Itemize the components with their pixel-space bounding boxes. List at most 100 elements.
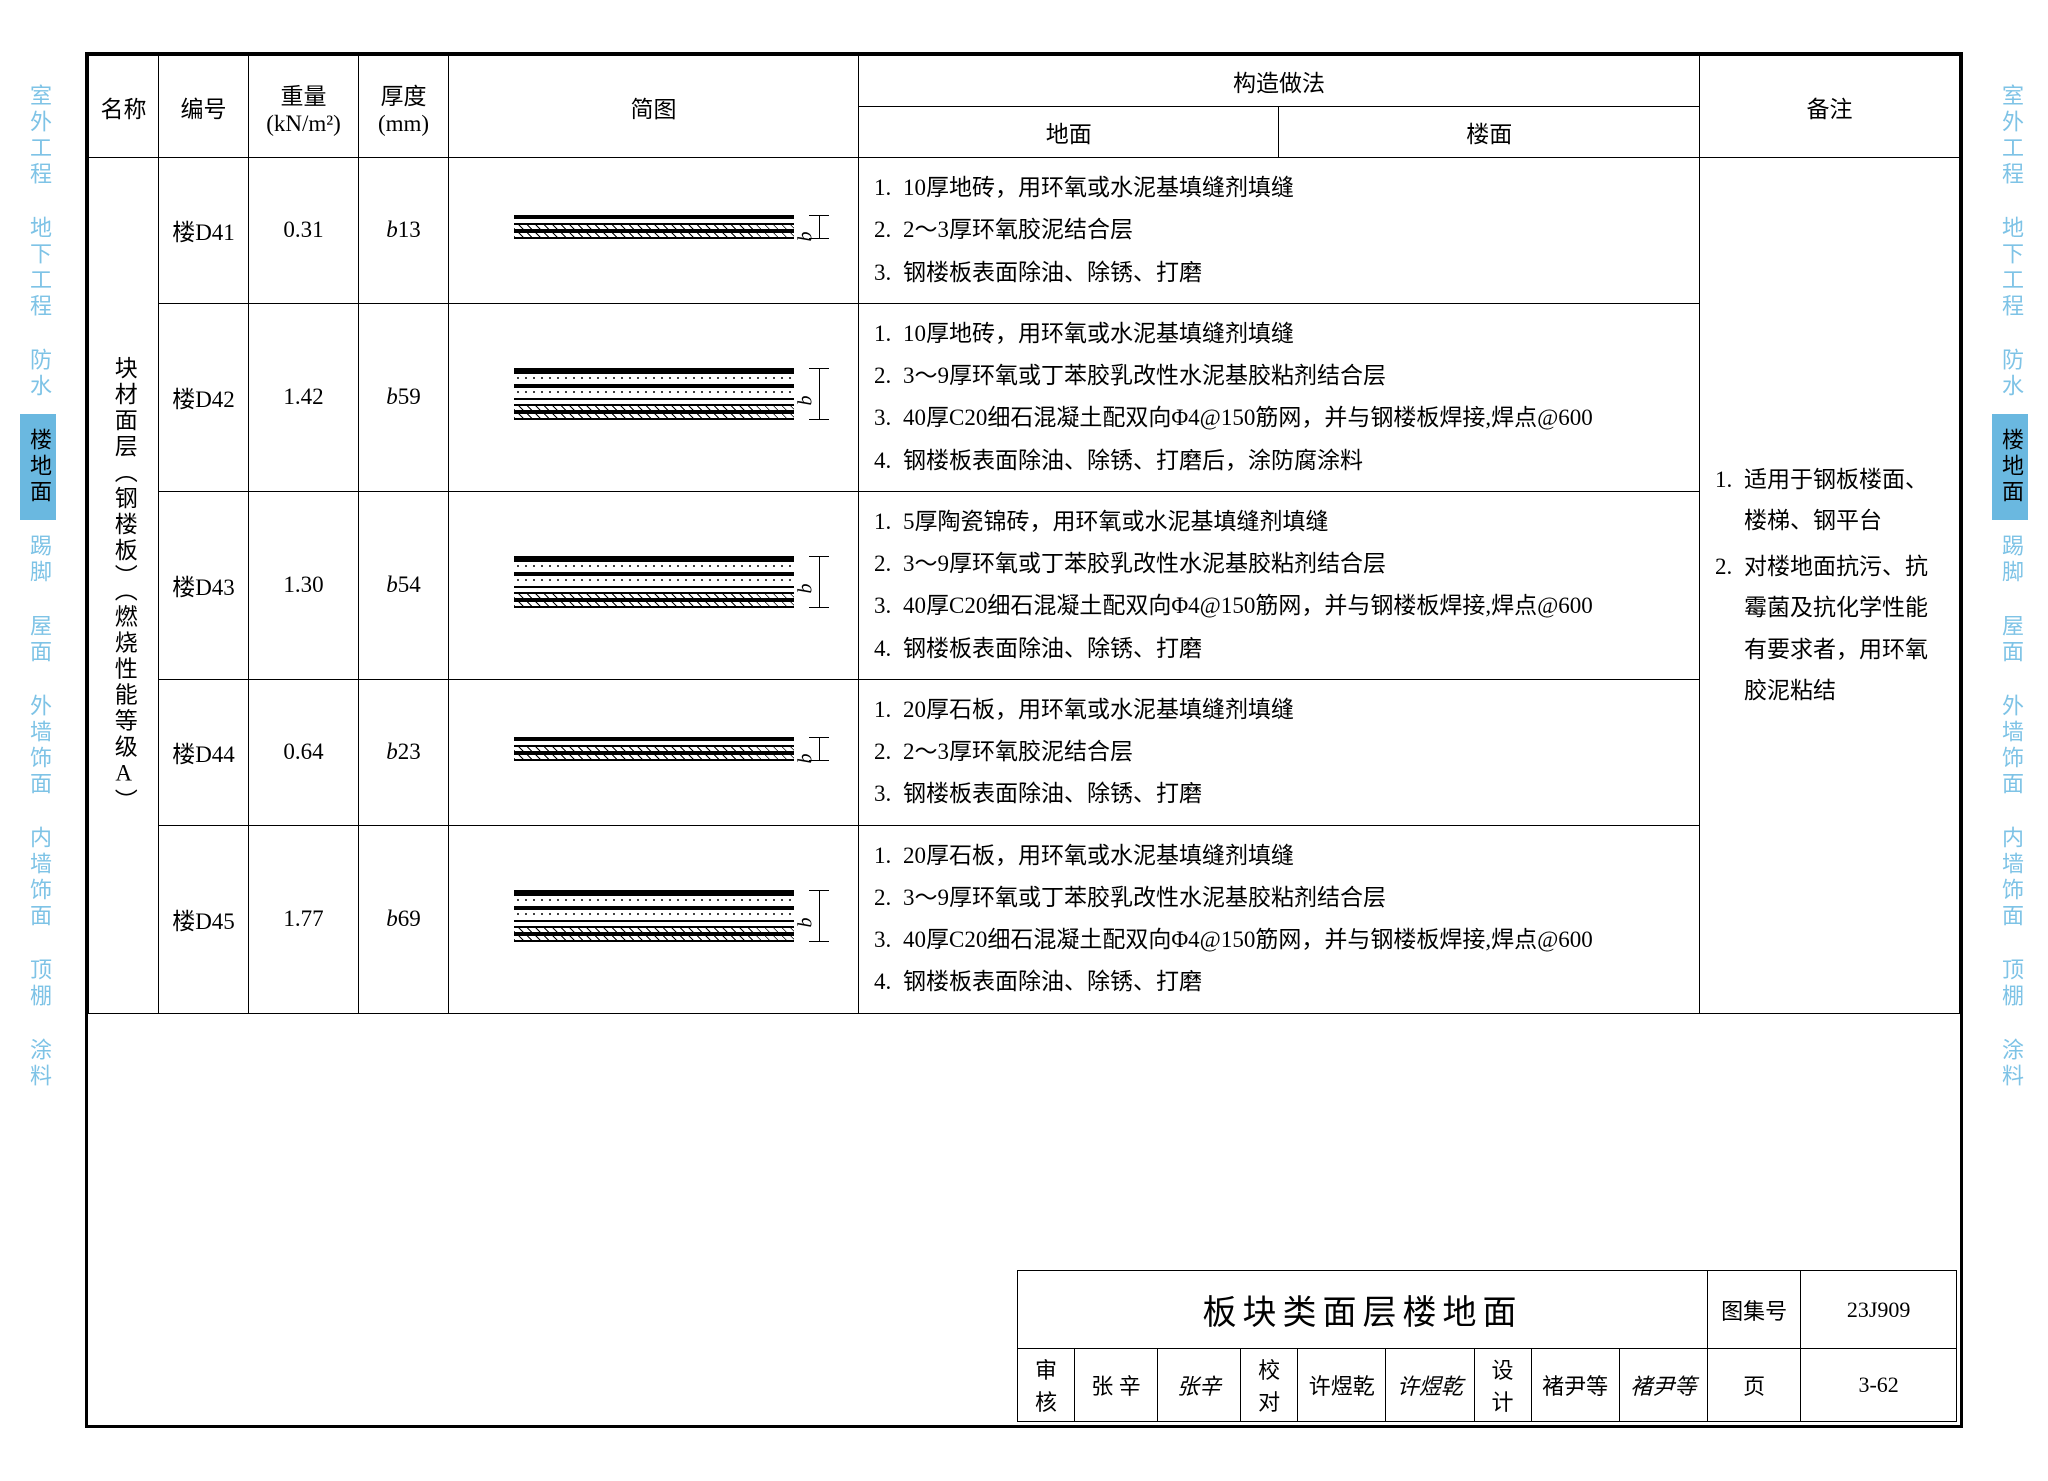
section-diagram-icon: b: [514, 368, 794, 420]
header-construction: 构造做法: [859, 56, 1700, 107]
row-code: 楼D44: [159, 679, 249, 825]
header-thickness-label: 厚度: [381, 84, 427, 109]
row-weight: 1.30: [249, 491, 359, 679]
row-diagram: b: [449, 491, 859, 679]
method-item: 10厚地砖，用环氧或水泥基填缝剂填缝: [897, 168, 1689, 208]
side-tab-item[interactable]: 踢脚: [20, 520, 56, 600]
note-item: 适用于钢板楼面、楼梯、钢平台: [1738, 459, 1949, 542]
design-signature: 褚尹等: [1619, 1349, 1707, 1422]
side-tab-item[interactable]: 外墙饰面: [1992, 680, 2028, 812]
category-label: 块材面层（钢楼板）（燃烧性能等级A）: [89, 158, 159, 1014]
method-item: 3～9厚环氧或丁苯胶乳改性水泥基胶粘剂结合层: [897, 356, 1689, 396]
row-weight: 1.42: [249, 303, 359, 491]
side-tab-item[interactable]: 室外工程: [1992, 70, 2028, 202]
table-row: 楼D440.64b23 b 20厚石板，用环氧或水泥基填缝剂填缝2～3厚环氧胶泥…: [89, 679, 1960, 825]
method-item: 20厚石板，用环氧或水泥基填缝剂填缝: [897, 836, 1689, 876]
row-thickness: b59: [359, 303, 449, 491]
row-weight: 1.77: [249, 825, 359, 1013]
check-signature: 许煜乾: [1386, 1349, 1474, 1422]
method-item: 钢楼板表面除油、除锈、打磨: [897, 774, 1689, 814]
left-tab-bar: 室外工程地下工程防水楼地面踢脚屋面外墙饰面内墙饰面顶棚涂料: [20, 70, 56, 1104]
side-tab-item[interactable]: 涂料: [20, 1024, 56, 1104]
header-ground: 地面: [859, 107, 1279, 158]
side-tab-item[interactable]: 屋面: [1992, 600, 2028, 680]
header-name: 名称: [89, 56, 159, 158]
atlas-label: 图集号: [1707, 1271, 1800, 1349]
method-item: 3～9厚环氧或丁苯胶乳改性水泥基胶粘剂结合层: [897, 878, 1689, 918]
side-tab-item[interactable]: 涂料: [1992, 1024, 2028, 1104]
side-tab-item[interactable]: 防水: [1992, 334, 2028, 414]
row-code: 楼D43: [159, 491, 249, 679]
section-diagram-icon: b: [514, 890, 794, 942]
row-diagram: b: [449, 679, 859, 825]
atlas-value: 23J909: [1801, 1271, 1957, 1349]
row-code: 楼D42: [159, 303, 249, 491]
side-tab-item[interactable]: 内墙饰面: [20, 812, 56, 944]
side-tab-item[interactable]: 楼地面: [1992, 414, 2028, 520]
row-thickness: b54: [359, 491, 449, 679]
side-tab-item[interactable]: 屋面: [20, 600, 56, 680]
row-diagram: b: [449, 825, 859, 1013]
side-tab-item[interactable]: 顶棚: [1992, 944, 2028, 1024]
table-row: 楼D431.30b54 b 5厚陶瓷锦砖，用环氧或水泥基填缝剂填缝3～9厚环氧或…: [89, 491, 1960, 679]
header-notes: 备注: [1700, 56, 1960, 158]
designer: 褚尹等: [1531, 1349, 1619, 1422]
row-diagram: b: [449, 158, 859, 304]
row-methods: 10厚地砖，用环氧或水泥基填缝剂填缝2～3厚环氧胶泥结合层钢楼板表面除油、除锈、…: [859, 158, 1700, 304]
side-tab-item[interactable]: 室外工程: [20, 70, 56, 202]
table-row: 楼D451.77b69 b 20厚石板，用环氧或水泥基填缝剂填缝3～9厚环氧或丁…: [89, 825, 1960, 1013]
row-thickness: b23: [359, 679, 449, 825]
header-thickness-unit: (mm): [378, 111, 429, 136]
right-tab-bar: 室外工程地下工程防水楼地面踢脚屋面外墙饰面内墙饰面顶棚涂料: [1992, 70, 2028, 1104]
side-tab-item[interactable]: 外墙饰面: [20, 680, 56, 812]
row-diagram: b: [449, 303, 859, 491]
check-label: 校对: [1241, 1349, 1298, 1422]
page-label: 页: [1707, 1349, 1800, 1422]
title-block: 板块类面层楼地面 图集号 23J909 审核 张 辛 张辛 校对 许煜乾 许煜乾…: [1017, 1270, 1957, 1422]
row-weight: 0.64: [249, 679, 359, 825]
row-weight: 0.31: [249, 158, 359, 304]
drawing-title: 板块类面层楼地面: [1018, 1271, 1708, 1349]
method-item: 钢楼板表面除油、除锈、打磨: [897, 629, 1689, 669]
row-code: 楼D45: [159, 825, 249, 1013]
side-tab-item[interactable]: 踢脚: [1992, 520, 2028, 600]
method-item: 钢楼板表面除油、除锈、打磨: [897, 962, 1689, 1002]
header-code: 编号: [159, 56, 249, 158]
construction-table: 名称 编号 重量 (kN/m²) 厚度 (mm) 简图 构造做法 备注 地面 楼…: [88, 55, 1960, 1014]
reviewer: 张 辛: [1075, 1349, 1158, 1422]
row-methods: 20厚石板，用环氧或水泥基填缝剂填缝3～9厚环氧或丁苯胶乳改性水泥基胶粘剂结合层…: [859, 825, 1700, 1013]
row-methods: 20厚石板，用环氧或水泥基填缝剂填缝2～3厚环氧胶泥结合层钢楼板表面除油、除锈、…: [859, 679, 1700, 825]
row-methods: 5厚陶瓷锦砖，用环氧或水泥基填缝剂填缝3～9厚环氧或丁苯胶乳改性水泥基胶粘剂结合…: [859, 491, 1700, 679]
row-thickness: b13: [359, 158, 449, 304]
design-label: 设计: [1474, 1349, 1531, 1422]
method-item: 2～3厚环氧胶泥结合层: [897, 732, 1689, 772]
side-tab-item[interactable]: 防水: [20, 334, 56, 414]
row-methods: 10厚地砖，用环氧或水泥基填缝剂填缝3～9厚环氧或丁苯胶乳改性水泥基胶粘剂结合层…: [859, 303, 1700, 491]
side-tab-item[interactable]: 顶棚: [20, 944, 56, 1024]
section-diagram-icon: b: [514, 215, 794, 239]
method-item: 40厚C20细石混凝土配双向Φ4@150筋网，并与钢楼板焊接,焊点@600: [897, 920, 1689, 960]
review-signature: 张辛: [1158, 1349, 1241, 1422]
method-item: 5厚陶瓷锦砖，用环氧或水泥基填缝剂填缝: [897, 502, 1689, 542]
table-row: 块材面层（钢楼板）（燃烧性能等级A）楼D410.31b13 b 10厚地砖，用环…: [89, 158, 1960, 304]
side-tab-item[interactable]: 地下工程: [20, 202, 56, 334]
method-item: 40厚C20细石混凝土配双向Φ4@150筋网，并与钢楼板焊接,焊点@600: [897, 398, 1689, 438]
page-frame: 名称 编号 重量 (kN/m²) 厚度 (mm) 简图 构造做法 备注 地面 楼…: [85, 52, 1963, 1428]
side-tab-item[interactable]: 楼地面: [20, 414, 56, 520]
checker: 许煜乾: [1298, 1349, 1386, 1422]
table-row: 楼D421.42b59 b 10厚地砖，用环氧或水泥基填缝剂填缝3～9厚环氧或丁…: [89, 303, 1960, 491]
header-weight: 重量 (kN/m²): [249, 56, 359, 158]
method-item: 2～3厚环氧胶泥结合层: [897, 210, 1689, 250]
side-tab-item[interactable]: 内墙饰面: [1992, 812, 2028, 944]
method-item: 20厚石板，用环氧或水泥基填缝剂填缝: [897, 690, 1689, 730]
header-weight-label: 重量: [281, 84, 327, 109]
header-diagram: 简图: [449, 56, 859, 158]
method-item: 钢楼板表面除油、除锈、打磨: [897, 253, 1689, 293]
review-label: 审核: [1018, 1349, 1075, 1422]
method-item: 40厚C20细石混凝土配双向Φ4@150筋网，并与钢楼板焊接,焊点@600: [897, 586, 1689, 626]
row-thickness: b69: [359, 825, 449, 1013]
side-tab-item[interactable]: 地下工程: [1992, 202, 2028, 334]
section-diagram-icon: b: [514, 556, 794, 608]
notes-cell: 适用于钢板楼面、楼梯、钢平台对楼地面抗污、抗霉菌及抗化学性能有要求者，用环氧胶泥…: [1700, 158, 1960, 1014]
row-code: 楼D41: [159, 158, 249, 304]
